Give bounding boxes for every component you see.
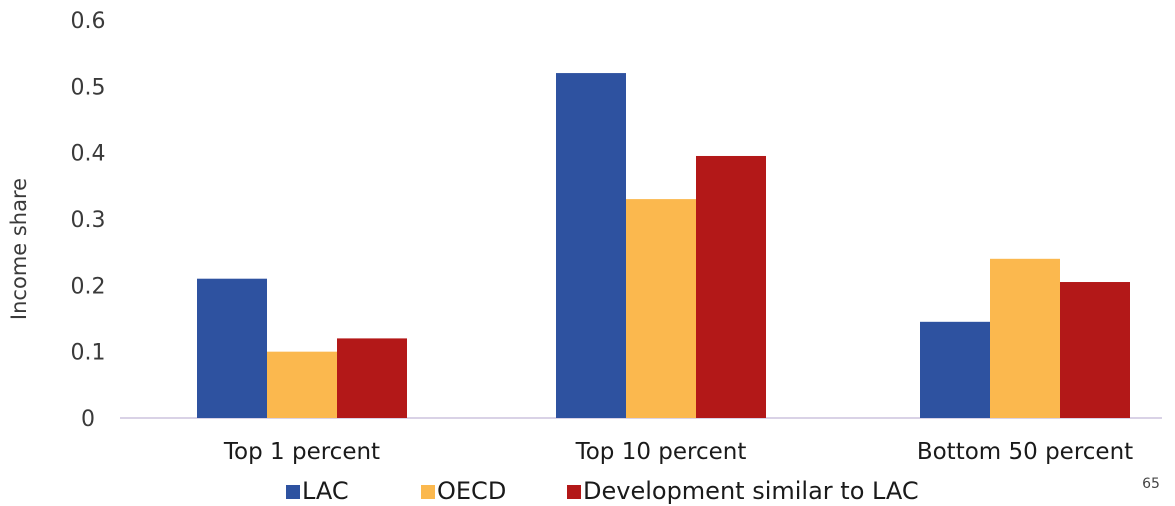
bar [990,258,1060,418]
x-tick-label: Top 10 percent [575,439,747,465]
y-tick-label: 0.3 [71,208,106,233]
legend-item: OECD [421,477,506,505]
legend-swatch [286,485,300,499]
legend-item: Development similar to LAC [567,477,919,505]
y-tick-label: 0 [81,407,95,432]
legend-label: Development similar to LAC [583,477,919,505]
bar [626,199,696,418]
y-tick-label: 0.2 [71,274,106,299]
y-tick-label: 0.4 [71,142,106,167]
legend-label: OECD [437,477,506,505]
legend: LAC OECD Development similar to LAC [286,477,919,505]
bar [1060,282,1130,418]
x-tick-label: Bottom 50 percent [917,439,1133,465]
bar [197,278,267,418]
bars [197,73,1130,419]
bar [337,338,407,418]
y-axis-label: Income share [7,178,31,320]
bar [267,351,337,418]
bar [696,155,766,418]
legend-item: LAC [286,477,349,505]
y-tick-label: 0.6 [71,9,106,34]
legend-label: LAC [302,477,349,505]
category-labels: Top 1 percent Top 10 percent Bottom 50 per… [223,439,1133,465]
x-tick-label: Top 1 percent [223,439,380,465]
legend-swatch [421,485,435,499]
bar [556,73,626,419]
y-tick-label: 0.5 [71,75,106,100]
bar [920,321,990,418]
page-number: 65 [1142,476,1160,492]
y-tick-label: 0.1 [71,341,106,366]
y-axis-ticks: 0 0.1 0.2 0.3 0.4 0.5 0.6 [71,9,106,432]
legend-swatch [567,485,581,499]
